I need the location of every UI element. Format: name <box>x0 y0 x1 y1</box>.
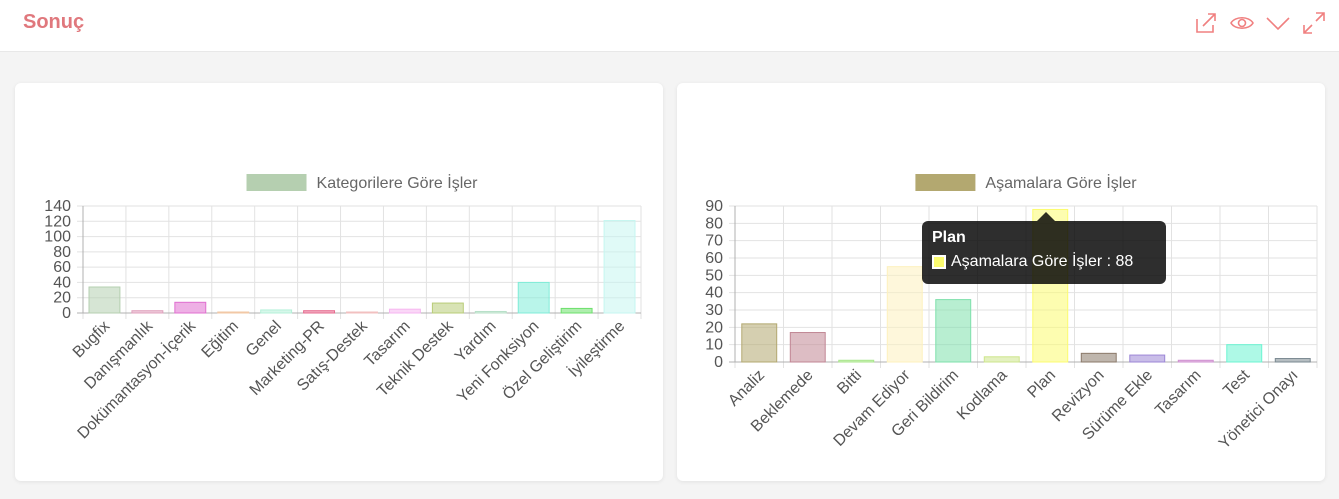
bar-özel-geliştirim[interactable] <box>560 307 593 314</box>
y-tick-label: 50 <box>705 267 723 284</box>
y-tick-label: 10 <box>705 337 723 354</box>
bar-bugfix[interactable] <box>88 286 121 314</box>
y-tick-label: 80 <box>705 215 723 232</box>
x-tick-label: Bitti <box>834 367 865 398</box>
eye-icon[interactable] <box>1229 10 1255 36</box>
legend-label: Kategorilere Göre İşler <box>317 173 479 192</box>
bar-analiz[interactable] <box>741 323 778 363</box>
tooltip-body: Aşamalara Göre İşler : 88 <box>932 253 1156 271</box>
bar-yardım[interactable] <box>474 310 507 314</box>
panel-header: Sonuç <box>0 0 1339 52</box>
y-tick-label: 60 <box>53 259 71 276</box>
chart-tooltip: Plan Aşamalara Göre İşler : 88 <box>922 212 1166 284</box>
bar-genel[interactable] <box>260 309 293 314</box>
chevron-down-icon[interactable] <box>1265 10 1291 36</box>
bar-dokümantasyon-i-çerik[interactable] <box>174 301 207 314</box>
y-tick-label: 140 <box>44 198 71 215</box>
y-tick-label: 100 <box>44 229 71 246</box>
y-tick-label: 40 <box>53 274 71 291</box>
stage-chart-card: Aşamalara Göre İşler 0 10 20 30 40 50 60 70 80 90 A… <box>677 83 1325 481</box>
x-tick-label: Marketing-PR <box>247 318 328 399</box>
bar-eğitim[interactable] <box>217 311 250 314</box>
legend-swatch <box>915 174 976 191</box>
bar-devam-ediyor[interactable] <box>886 266 923 363</box>
tooltip-title: Plan <box>932 229 966 246</box>
x-tick-label: Test <box>1220 366 1253 399</box>
y-tick-label: 30 <box>705 302 723 319</box>
header-toolbar <box>1193 10 1327 36</box>
bar-marketing-pr[interactable] <box>303 310 336 314</box>
bar-test[interactable] <box>1226 344 1263 363</box>
bar-satış-destek[interactable] <box>346 311 378 314</box>
y-tick-label: 80 <box>53 244 71 261</box>
tooltip-color-swatch <box>932 255 946 269</box>
category-bar-chart[interactable]: Kategorilere Göre İşler 02040608010012014… <box>15 83 663 481</box>
share-icon[interactable] <box>1193 10 1219 36</box>
tooltip-label: Aşamalara Göre İşler : 88 <box>951 253 1134 270</box>
bar-revizyon[interactable] <box>1080 352 1117 363</box>
y-tick-label: 20 <box>53 290 71 307</box>
bar-beklemede[interactable] <box>789 332 826 363</box>
y-tick-label: 0 <box>714 354 723 371</box>
bar-sürüme-ekle[interactable] <box>1129 354 1166 363</box>
bar-kodlama[interactable] <box>983 356 1020 363</box>
x-tick-label: Analiz <box>725 367 768 410</box>
x-tick-label: Kodlama <box>954 367 1011 424</box>
bar-tasarım[interactable] <box>1177 359 1214 363</box>
y-tick-label: 70 <box>705 233 723 250</box>
bar-geri-bildirim[interactable] <box>935 299 972 363</box>
bar-teknik-destek[interactable] <box>431 302 464 314</box>
x-tick-label: Tasarım <box>1152 367 1204 419</box>
bar-tasarım[interactable] <box>388 308 421 314</box>
panel-title: Sonuç <box>23 11 85 33</box>
y-tick-label: 20 <box>705 319 723 336</box>
x-tick-label: Plan <box>1024 367 1059 402</box>
x-tick-label: Teknik Destek <box>374 317 457 400</box>
chart-legend[interactable]: Kategorilere Göre İşler <box>246 173 479 192</box>
legend-label: Aşamalara Göre İşler <box>985 173 1137 192</box>
bar-yönetici-onayı[interactable] <box>1274 358 1311 363</box>
x-tick-label: Eğitim <box>199 318 242 361</box>
y-tick-label: 60 <box>705 250 723 267</box>
bar-danışmanlık[interactable] <box>131 310 164 314</box>
bar-yeni-fonksiyon[interactable] <box>517 281 550 314</box>
y-tick-label: 40 <box>705 285 723 302</box>
expand-icon[interactable] <box>1301 10 1327 36</box>
bar-bitti[interactable] <box>838 359 875 363</box>
legend-swatch <box>246 174 307 191</box>
y-tick-label: 120 <box>44 213 71 230</box>
bar-i-yileştirme[interactable] <box>603 220 636 314</box>
y-tick-label: 90 <box>705 198 723 215</box>
y-tick-label: 0 <box>62 305 71 322</box>
chart-legend[interactable]: Aşamalara Göre İşler <box>915 173 1137 192</box>
category-chart-card: Kategorilere Göre İşler 0 20 40 60 80 100 120 14… <box>15 83 663 481</box>
